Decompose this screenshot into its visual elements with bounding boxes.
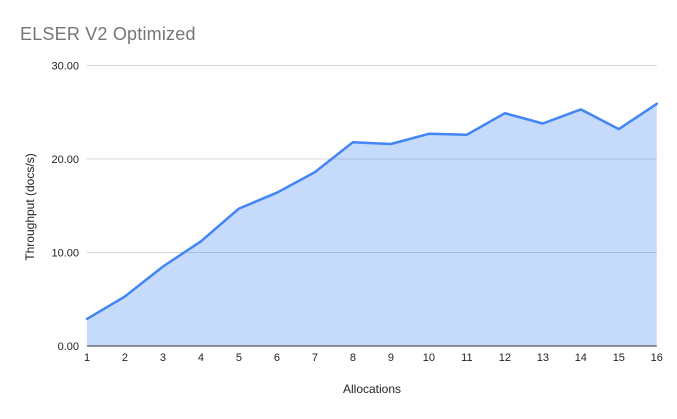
y-tick-label: 10.00 [51,248,79,260]
y-axis-title: Throughput (docs/s) [23,153,37,261]
x-tick-label: 15 [613,352,625,364]
x-tick-label: 2 [122,352,128,364]
x-tick-label: 5 [236,352,242,364]
x-axis-title: Allocations [342,382,402,396]
x-tick-label: 3 [160,352,166,364]
x-tick-label: 16 [651,352,663,364]
x-tick-label: 12 [499,352,511,364]
y-tick-label: 30.00 [51,61,79,73]
x-tick-label: 10 [423,352,435,364]
x-tick-label: 9 [388,352,394,364]
chart-title: ELSER V2 Optimized [20,24,196,44]
y-tick-label: 20.00 [51,154,79,166]
series-line [85,102,659,321]
x-tick-label: 4 [198,352,204,364]
x-tick-label: 14 [575,352,587,364]
x-tick-label: 1 [84,352,90,364]
series-area-fill [87,103,657,346]
x-tick-label: 11 [461,352,472,364]
x-tick-label: 7 [312,352,318,364]
y-tick-label: 0.00 [58,341,79,353]
x-tick-label: 6 [274,352,280,364]
x-tick-label: 13 [537,352,549,364]
x-tick-label: 8 [350,352,356,364]
